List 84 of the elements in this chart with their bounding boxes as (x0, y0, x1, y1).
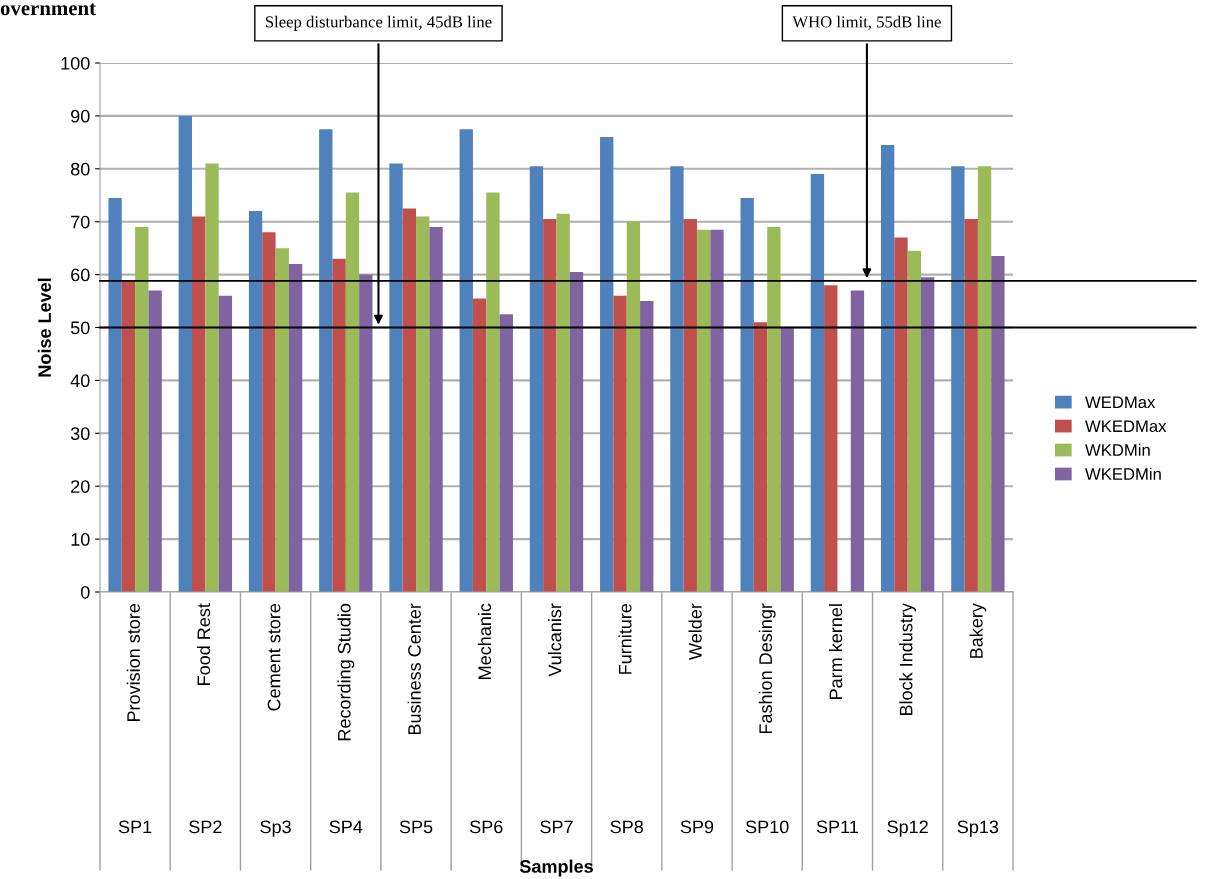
bar (753, 322, 768, 592)
bar (121, 279, 136, 592)
bar (192, 216, 206, 592)
bar (824, 285, 838, 592)
bar (600, 137, 614, 592)
bar (543, 219, 557, 592)
bar (569, 271, 584, 592)
bar (135, 226, 149, 592)
bar (262, 232, 276, 592)
y-tick-label: 80 (70, 162, 90, 176)
y-axis-title: Noise Level (37, 278, 52, 377)
bar (670, 166, 684, 592)
category-label: Sp3 Cement store (260, 603, 291, 837)
y-tick-label: 50 (70, 321, 90, 335)
category-label: SP8 Furniture (610, 603, 644, 834)
bar (556, 213, 570, 592)
category-label: SP5 Business Center (399, 603, 433, 834)
bar (205, 163, 219, 592)
bar (332, 258, 346, 592)
text: overnment (0, 3, 96, 16)
bar (880, 144, 895, 592)
bar (345, 192, 360, 592)
ref-line-label: WHO limit, 55dB line (792, 15, 941, 30)
bar (850, 290, 865, 592)
bar (319, 129, 333, 592)
bar (389, 163, 403, 592)
category-label: SP9 Welder (680, 603, 714, 834)
bar (683, 219, 697, 592)
y-tick-label: 70 (71, 215, 90, 229)
category-label: SP10 Fashion Desingr (745, 603, 789, 834)
y-tick-label: 10 (71, 533, 90, 546)
bar (613, 295, 627, 592)
bar (429, 226, 443, 592)
bar (810, 174, 825, 592)
ref-line-label: Sleep disturbance limit, 45dB line (265, 15, 492, 31)
bar (416, 216, 430, 592)
y-tick-label: 100 (61, 56, 90, 70)
bar (740, 197, 754, 592)
y-tick-label: 30 (70, 427, 90, 441)
bar (288, 264, 303, 592)
bar (218, 295, 233, 592)
category-label: SP7 Vulcanisr (540, 603, 573, 834)
category-label: SP11 Parm kernel (816, 604, 858, 834)
category-label: SP2 Food Rest (189, 603, 222, 834)
legend-label: WKDMin (1085, 443, 1150, 456)
bar (248, 211, 263, 592)
bar (486, 192, 500, 592)
y-tick-label: 0 (80, 585, 90, 599)
bar (529, 166, 544, 592)
bar (402, 208, 417, 592)
bar (499, 314, 513, 592)
bar (148, 290, 162, 592)
bar (178, 115, 192, 592)
legend-label: WKEDMin (1085, 467, 1161, 480)
y-tick-label: 60 (71, 268, 90, 282)
bar (921, 277, 935, 592)
bar (767, 226, 781, 592)
bar (640, 301, 654, 592)
legend-label: WEDMax (1085, 396, 1156, 409)
category-label: SP6 Mechanic (470, 603, 503, 834)
legend-label: WKEDMax (1085, 420, 1167, 433)
bar (108, 197, 122, 592)
bar (472, 298, 487, 592)
text: Samples (519, 859, 593, 877)
bar (710, 229, 724, 592)
bar (991, 256, 1005, 592)
bar (459, 129, 473, 592)
bar (907, 250, 921, 592)
y-tick-label: 90 (71, 109, 90, 123)
bar (964, 219, 978, 592)
bar (894, 237, 908, 592)
bar (951, 166, 965, 592)
category-label: Sp13 Bakery (957, 603, 999, 837)
bar (977, 166, 992, 592)
category-label: SP1 Provision store (118, 603, 152, 834)
bar (359, 274, 373, 592)
bar (696, 229, 711, 592)
y-tick-label: 40 (70, 374, 90, 388)
category-label: SP4 Recording Studio (329, 603, 363, 834)
bar (780, 327, 794, 592)
bar (275, 248, 289, 592)
category-label: Sp12 Block Industry (887, 603, 928, 837)
y-tick-label: 20 (71, 480, 90, 493)
bar (626, 221, 641, 592)
